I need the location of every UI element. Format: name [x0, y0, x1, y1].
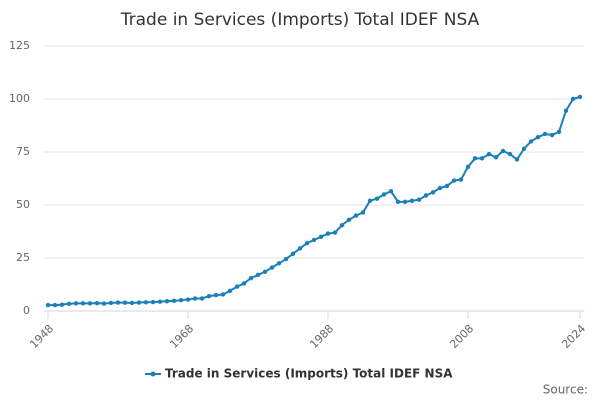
data-point [290, 251, 296, 256]
data-point [360, 210, 366, 215]
data-point [129, 300, 135, 306]
data-point [395, 199, 401, 205]
data-point [311, 237, 317, 243]
data-point [87, 301, 93, 306]
data-point [94, 300, 100, 306]
data-point [416, 197, 422, 202]
data-point [409, 198, 415, 203]
data-point [171, 298, 177, 304]
data-point [45, 302, 51, 308]
data-point [80, 301, 86, 306]
data-point [227, 288, 233, 294]
data-point [472, 156, 478, 161]
data-point [318, 234, 324, 239]
data-point [353, 213, 359, 218]
data-point [283, 256, 289, 262]
data-point [507, 151, 513, 157]
data-point [444, 183, 450, 189]
y-tick-label: 125 [9, 39, 30, 52]
data-point [437, 185, 443, 191]
data-point [59, 302, 65, 307]
data-point [346, 217, 352, 223]
data-point [367, 198, 373, 203]
y-tick-label: 25 [16, 251, 30, 264]
data-point [479, 156, 485, 161]
x-tick-label: 1968 [167, 322, 196, 351]
data-point [101, 301, 107, 306]
data-point [143, 300, 149, 305]
data-point [66, 301, 72, 306]
data-point [493, 155, 499, 160]
data-point [339, 222, 345, 228]
data-point [528, 139, 534, 144]
data-point [262, 269, 268, 274]
data-point [514, 157, 520, 162]
data-point [255, 272, 261, 278]
data-point [234, 284, 240, 289]
data-point [332, 230, 338, 235]
data-point [556, 129, 562, 135]
data-point [248, 275, 254, 281]
legend-symbol [150, 371, 156, 377]
data-point [52, 302, 58, 308]
x-tick-label: 1988 [307, 322, 336, 351]
y-tick-label: 75 [16, 145, 30, 158]
data-point [402, 199, 408, 205]
data-point [178, 297, 184, 303]
data-point [381, 192, 387, 197]
data-point [269, 265, 275, 270]
data-point [374, 196, 380, 201]
data-point [241, 281, 247, 286]
data-point [542, 131, 548, 137]
data-point [297, 246, 303, 251]
series-line [48, 95, 581, 307]
data-point [325, 231, 331, 236]
data-point [451, 178, 457, 183]
data-point [199, 296, 205, 301]
data-point [549, 132, 555, 138]
data-point [276, 261, 282, 266]
data-point [388, 189, 394, 194]
data-point [157, 299, 163, 304]
data-point [577, 94, 583, 100]
data-point [570, 96, 576, 102]
x-tick-label: 2024 [559, 322, 588, 351]
x-tick-label: 2008 [447, 322, 476, 351]
data-point [486, 151, 492, 157]
data-point [73, 301, 79, 306]
x-tick-label: 1948 [27, 322, 56, 351]
data-point [563, 108, 569, 113]
chart-title: Trade in Services (Imports) Total IDEF N… [120, 10, 480, 30]
legend-label: Trade in Services (Imports) Total IDEF N… [165, 367, 453, 381]
y-tick-label: 0 [23, 304, 30, 317]
data-point [164, 299, 170, 304]
data-point [521, 146, 527, 152]
data-point [423, 193, 429, 198]
data-point [500, 148, 506, 154]
data-point [136, 300, 142, 305]
data-point [206, 293, 212, 299]
data-point [465, 164, 471, 170]
data-point [220, 292, 226, 297]
data-point [535, 134, 541, 140]
data-point [430, 190, 436, 195]
data-point [115, 300, 121, 305]
data-point [192, 296, 198, 301]
data-point [150, 299, 156, 305]
data-point [458, 177, 464, 182]
data-point [185, 297, 191, 302]
y-tick-label: 50 [16, 198, 30, 211]
y-tick-label: 100 [9, 92, 30, 105]
data-point [213, 292, 219, 298]
data-point [122, 300, 128, 305]
data-point [304, 240, 310, 246]
source: Source: [543, 383, 588, 397]
data-point [108, 300, 114, 306]
